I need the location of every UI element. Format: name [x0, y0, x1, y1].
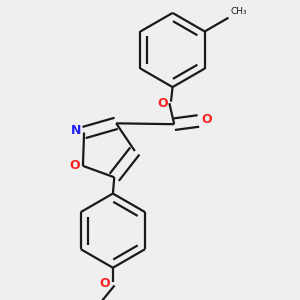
- Text: N: N: [71, 124, 81, 137]
- Text: O: O: [70, 159, 80, 172]
- Text: O: O: [201, 113, 212, 126]
- Text: CH₃: CH₃: [230, 7, 247, 16]
- Text: O: O: [158, 97, 168, 110]
- Text: O: O: [100, 278, 110, 290]
